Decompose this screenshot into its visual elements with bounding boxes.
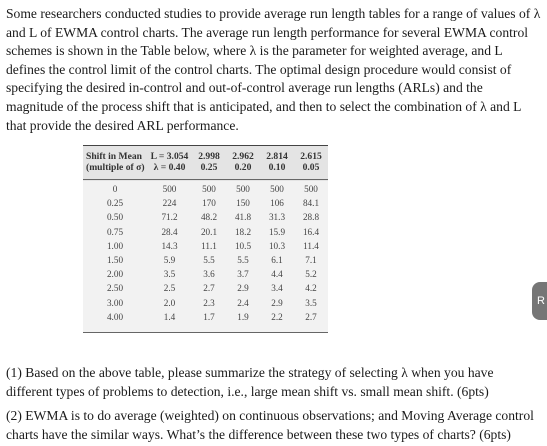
table-cell: 500 xyxy=(304,184,318,194)
table-cell: 0.75 xyxy=(106,226,124,237)
table-cell: 16.4 xyxy=(302,226,320,237)
table-cell: 10.5 xyxy=(234,240,252,251)
table-cell: 4.2 xyxy=(305,283,317,294)
table-row: 1.50 5.9 5.5 5.5 6.1 7.1 xyxy=(83,253,328,267)
table-cell: 4.00 xyxy=(106,311,124,322)
header-scheme-1: L = 3.054 λ = 0.40 xyxy=(147,146,192,180)
table-cell: 500 xyxy=(270,184,284,194)
table-cell: 2.2 xyxy=(271,311,283,322)
table-cell: 71.2 xyxy=(161,212,178,223)
table-cell: 0.25 xyxy=(106,198,124,209)
table-cell: 1.9 xyxy=(237,311,249,322)
table-cell: 28.4 xyxy=(161,226,178,237)
table-cell: 1.7 xyxy=(203,311,215,322)
table-cell: 2.9 xyxy=(271,297,283,308)
table-cell: 500 xyxy=(236,184,250,194)
table-cell: 3.4 xyxy=(271,283,283,294)
table-cell: 0 xyxy=(112,184,118,194)
table-cell: 3.5 xyxy=(305,297,317,308)
table-cell: 2.7 xyxy=(203,283,215,294)
table-cell: 41.8 xyxy=(234,212,252,223)
arl-table-grid: Shift in Mean (multiple of σ) L = 3.054 λ … xyxy=(83,146,328,324)
table-cell: 31.3 xyxy=(268,212,286,223)
question-2: (2) EWMA is to do average (weighted) on … xyxy=(6,408,534,442)
header-scheme-3: 2.962 0.20 xyxy=(226,146,260,180)
table-cell: 20.1 xyxy=(200,226,218,237)
table-row: 0.25 224 170 150 106 84.1 xyxy=(83,196,328,210)
arl-table: Shift in Mean (multiple of σ) L = 3.054 λ … xyxy=(83,145,328,333)
table-row: 3.00 2.0 2.3 2.4 2.9 3.5 xyxy=(83,296,328,310)
table-cell: 14.3 xyxy=(161,240,178,251)
table-row: 2.50 2.5 2.7 2.9 3.4 4.2 xyxy=(83,281,328,295)
table-cell: 2.00 xyxy=(106,269,124,280)
table-cell: 106 xyxy=(270,198,284,209)
table-cell: 1.00 xyxy=(106,240,124,251)
intro-paragraph: Some researchers conducted studies to pr… xyxy=(6,6,541,133)
table-cell: 48.2 xyxy=(200,212,218,223)
table-cell: 28.8 xyxy=(302,212,320,223)
table-body: 0 500 500 500 500 500 0.25 224 170 150 106 84.1 0.50… xyxy=(83,180,328,325)
table-cell: 5.9 xyxy=(163,255,176,266)
table-cell: 5.2 xyxy=(305,269,317,280)
table-row: 0.75 28.4 20.1 18.2 15.9 16.4 xyxy=(83,225,328,239)
table-cell: 2.50 xyxy=(106,283,124,294)
table-cell: 2.0 xyxy=(163,297,176,308)
table-cell: 2.9 xyxy=(237,283,249,294)
table-cell: 150 xyxy=(236,198,250,209)
table-row: 4.00 1.4 1.7 1.9 2.2 2.7 xyxy=(83,310,328,324)
table-row: 1.00 14.3 11.1 10.5 10.3 11.4 xyxy=(83,239,328,253)
table-cell: 5.5 xyxy=(203,255,215,266)
table-cell: 2.7 xyxy=(305,311,317,322)
table-cell: 2.4 xyxy=(237,297,249,308)
table-cell: 224 xyxy=(162,198,177,209)
table-cell: 3.7 xyxy=(237,269,249,280)
table-header-row: Shift in Mean (multiple of σ) L = 3.054 λ … xyxy=(83,146,328,180)
table-row: 0.50 71.2 48.2 41.8 31.3 28.8 xyxy=(83,210,328,224)
table-cell: 11.4 xyxy=(303,240,319,251)
table-cell: 3.5 xyxy=(163,269,176,280)
table-cell: 15.9 xyxy=(268,226,286,237)
table-cell: 3.6 xyxy=(203,269,215,280)
side-tab-button[interactable]: R xyxy=(532,282,547,320)
table-cell: 2.5 xyxy=(163,283,176,294)
table-cell: 11.1 xyxy=(201,240,217,251)
question-1: (1) Based on the above table, please sum… xyxy=(6,365,494,399)
table-cell: 170 xyxy=(202,198,216,209)
table-cell: 6.1 xyxy=(271,255,283,266)
table-cell: 500 xyxy=(202,184,216,194)
table-cell: 500 xyxy=(162,184,177,194)
header-shift-in-mean: Shift in Mean (multiple of σ) xyxy=(83,146,147,180)
header-scheme-2: 2.998 0.25 xyxy=(192,146,226,180)
table-cell: 2.3 xyxy=(203,297,215,308)
header-scheme-5: 2.615 0.05 xyxy=(294,146,328,180)
table-cell: 84.1 xyxy=(302,198,320,209)
table-cell: 1.50 xyxy=(106,255,124,266)
table-cell: 4.4 xyxy=(271,269,283,280)
table-cell: 18.2 xyxy=(234,226,252,237)
header-scheme-4: 2.814 0.10 xyxy=(260,146,294,180)
table-row: 0 500 500 500 500 500 xyxy=(83,180,328,197)
table-cell: 0.50 xyxy=(106,212,124,223)
table-cell: 5.5 xyxy=(237,255,249,266)
table-cell: 7.1 xyxy=(305,255,317,266)
table-row: 2.00 3.5 3.6 3.7 4.4 5.2 xyxy=(83,267,328,281)
table-cell: 3.00 xyxy=(106,297,124,308)
table-cell: 10.3 xyxy=(268,240,286,251)
table-cell: 1.4 xyxy=(163,311,176,322)
